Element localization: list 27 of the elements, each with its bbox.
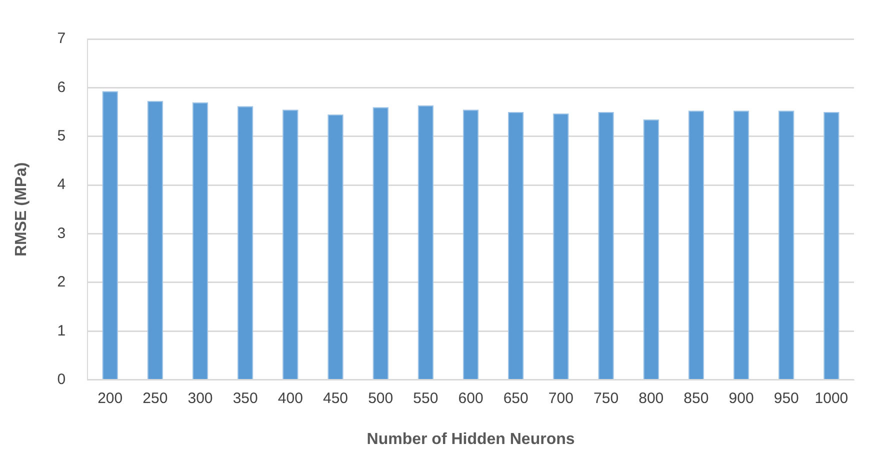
y-tick-label: 5: [57, 128, 66, 145]
y-tick-label: 6: [57, 78, 66, 96]
y-tick-label: 2: [57, 274, 66, 291]
x-tick-label: 600: [458, 390, 484, 407]
y-tick-label: 3: [57, 224, 66, 242]
y-tick-label: 7: [57, 30, 66, 48]
y-tick-label: 4: [57, 176, 66, 194]
x-tick-label: 400: [278, 390, 303, 407]
x-tick-label: 800: [638, 390, 664, 407]
x-tick-label: 900: [728, 390, 754, 407]
x-tick-label: 700: [548, 390, 574, 407]
x-tick-label: 200: [98, 390, 123, 407]
x-tick-label: 500: [368, 390, 394, 407]
x-tick-label: 850: [684, 390, 709, 407]
x-tick-label: 250: [142, 390, 168, 407]
y-axis-title: RMSE (MPa): [13, 162, 30, 257]
x-tick-label: 350: [232, 390, 258, 407]
x-tick-label: 650: [503, 390, 528, 407]
x-tick-label: 450: [323, 390, 348, 407]
y-tick-label: 0: [57, 370, 66, 388]
x-tick-label: 1000: [814, 390, 848, 407]
x-axis-title: Number of Hidden Neurons: [366, 430, 575, 448]
y-tick-label: 1: [57, 322, 66, 340]
x-tick-label: 550: [413, 390, 438, 407]
x-tick-label: 950: [774, 390, 799, 407]
x-tick-label: 300: [188, 390, 213, 407]
x-tick-label: 750: [594, 390, 619, 407]
